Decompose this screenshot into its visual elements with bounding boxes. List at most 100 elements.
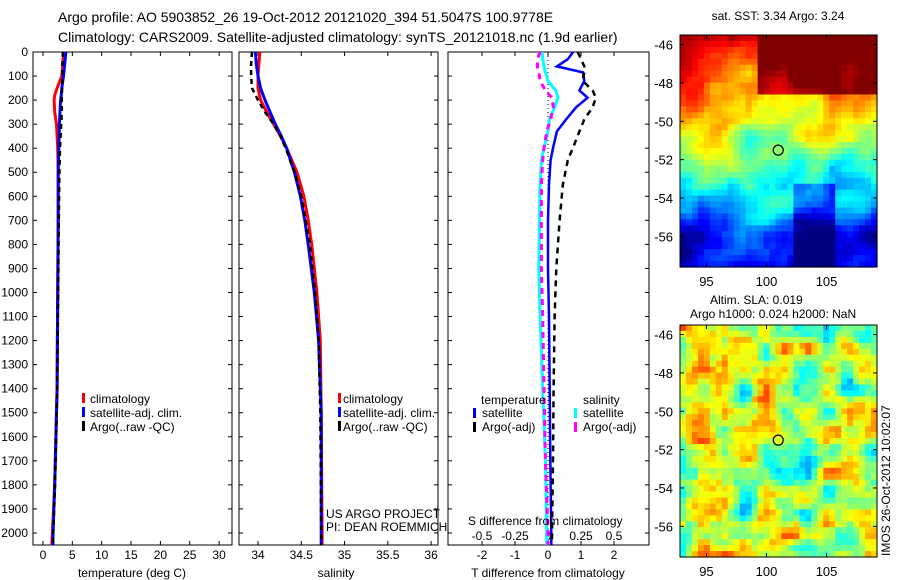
map-cell — [715, 443, 723, 451]
map-cell — [817, 219, 824, 226]
map-cell — [853, 94, 860, 102]
map-cell — [787, 130, 795, 137]
map-cell — [799, 58, 806, 66]
map-cell — [835, 539, 842, 546]
map-cell — [787, 503, 795, 511]
map-cell — [739, 455, 747, 463]
map-cell — [757, 455, 765, 463]
map-cell — [739, 420, 747, 427]
map-cell — [871, 521, 878, 528]
map-cell — [739, 58, 747, 66]
map-cell — [721, 189, 729, 197]
lat-tick-label: -52 — [654, 153, 673, 168]
map-cell — [799, 249, 806, 256]
map-cell — [685, 148, 693, 155]
map-cell — [703, 136, 711, 143]
map-cell — [739, 255, 747, 262]
map-cell — [853, 503, 860, 511]
map-cell — [703, 384, 711, 392]
map-cell — [763, 330, 771, 338]
map-cell — [733, 100, 741, 107]
map-cell — [775, 52, 783, 60]
map-cell — [799, 130, 806, 137]
map-cell — [733, 189, 741, 197]
map-cell — [865, 195, 872, 203]
map-cell — [703, 249, 711, 256]
map-cell — [811, 243, 818, 250]
map-cell — [703, 449, 711, 457]
map-cell — [835, 237, 842, 244]
map-cell — [745, 219, 753, 226]
lat-tick-label: -56 — [654, 229, 673, 244]
map-cell — [787, 479, 795, 487]
map-cell — [727, 467, 735, 475]
map-cell — [787, 348, 795, 356]
legend-argo: Argo(..raw -QC) — [343, 420, 428, 434]
map-cell — [871, 551, 878, 558]
map-cell — [685, 360, 693, 368]
map-cell — [835, 443, 842, 451]
map-cell — [745, 40, 753, 48]
map-cell — [721, 408, 729, 415]
map-cell — [680, 219, 687, 226]
map-cell — [859, 527, 866, 534]
map-cell — [739, 231, 747, 238]
map-cell — [775, 94, 783, 102]
map-cell — [703, 515, 711, 522]
map-cell — [751, 539, 759, 546]
map-cell — [799, 521, 806, 528]
map-cell — [763, 533, 771, 540]
map-cell — [829, 533, 836, 540]
map-cell — [685, 515, 693, 522]
lon-tick-label: 105 — [816, 274, 838, 289]
map-cell — [680, 225, 687, 232]
map-cell — [841, 420, 848, 427]
map-cell — [859, 402, 866, 409]
map-cell — [769, 58, 777, 66]
map-cell — [739, 336, 747, 344]
map-cell — [823, 390, 830, 397]
map-cell — [763, 249, 771, 256]
map-cell — [781, 360, 789, 368]
map-cell — [680, 545, 687, 552]
map-cell — [709, 360, 717, 368]
map-cell — [841, 551, 848, 558]
map-cell — [859, 243, 866, 250]
map-cell — [715, 390, 723, 397]
sst-map-panel: sat. SST: 3.34 Argo: 3.24 95 100 105-46-48… — [654, 9, 878, 289]
map-cell — [757, 545, 765, 552]
map-cell — [799, 533, 806, 540]
map-cell — [787, 237, 795, 244]
map-cell — [775, 521, 783, 528]
map-cell — [685, 46, 693, 54]
map-cell — [733, 325, 741, 332]
map-cell — [685, 88, 693, 96]
map-cell — [799, 384, 806, 392]
map-cell — [859, 88, 866, 96]
map-cell — [835, 455, 842, 463]
map-cell — [751, 432, 759, 439]
map-cell — [721, 461, 729, 469]
salinity-legend: climatology satellite-adj. clim. Argo(..… — [338, 392, 435, 434]
map-cell — [793, 124, 800, 131]
map-cell — [703, 165, 711, 173]
map-cell — [835, 402, 842, 409]
map-cell — [709, 533, 717, 540]
map-cell — [787, 88, 795, 96]
map-cell — [757, 473, 765, 481]
map-cell — [793, 479, 800, 487]
map-cell — [823, 76, 830, 84]
map-cell — [793, 527, 800, 534]
map-cell — [721, 225, 729, 232]
map-cell — [817, 479, 824, 487]
map-cell — [680, 136, 687, 143]
map-cell — [769, 384, 777, 392]
map-cell — [799, 189, 806, 197]
map-cell — [745, 390, 753, 397]
map-cell — [709, 261, 717, 268]
map-cell — [709, 64, 717, 72]
map-cell — [847, 336, 854, 344]
map-cell — [697, 100, 705, 107]
map-cell — [787, 94, 795, 102]
map-cell — [775, 237, 783, 244]
